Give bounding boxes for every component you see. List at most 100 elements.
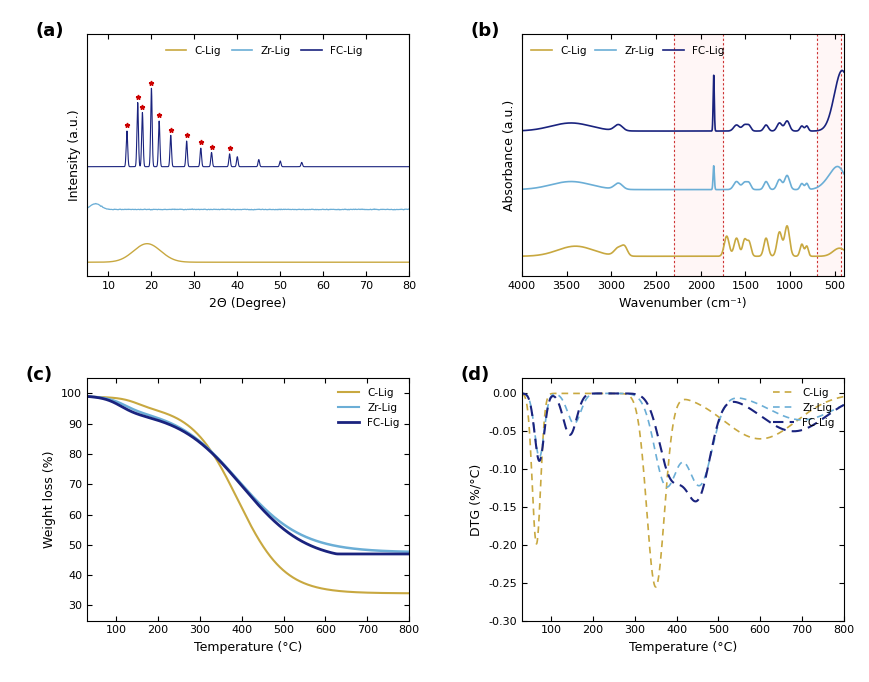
FC-Lig [770,421,780,430]
Text: (a): (a) [36,22,64,40]
FC-Lig [585,122,595,130]
Line: FC-Lig: FC-Lig [87,396,408,554]
Line: C-Lig: C-Lig [521,394,843,587]
Zr-Lig [238,482,249,490]
Zr-Lig [829,405,839,413]
X-axis label: Temperature (°C): Temperature (°C) [628,641,736,654]
FC-Lig [335,550,346,558]
C-Lig [606,249,616,257]
X-axis label: 2Θ (Degree): 2Θ (Degree) [209,297,287,310]
C-Lig [229,490,240,499]
C-Lig [533,527,543,535]
C-Lig [838,246,848,254]
C-Lig [394,589,404,597]
Text: (d): (d) [460,366,489,384]
FC-Lig [82,392,92,400]
C-Lig [664,442,674,450]
Y-axis label: Intensity (a.u.): Intensity (a.u.) [69,110,82,201]
Y-axis label: Weight loss (%): Weight loss (%) [43,451,56,548]
FC-Lig [394,550,404,558]
Zr-Lig [394,548,404,556]
FC-Lig [716,127,726,135]
FC-Lig [98,395,109,403]
FC-Lig [395,550,405,558]
FC-Lig [336,550,347,558]
C-Lig [516,389,527,398]
X-axis label: Wavenumber (cm⁻¹): Wavenumber (cm⁻¹) [619,297,746,310]
Zr-Lig [601,389,612,398]
C-Lig [335,587,346,595]
Bar [816,34,840,276]
Zr-Lig [664,480,674,488]
Line: Zr-Lig: Zr-Lig [87,396,408,552]
Zr-Lig [828,405,839,413]
FC-Lig [689,497,700,505]
FC-Lig [829,406,839,415]
Zr-Lig [838,401,848,409]
Y-axis label: Absorbance (a.u.): Absorbance (a.u.) [502,100,515,211]
C-Lig [781,222,792,230]
C-Lig [82,393,92,401]
Legend: C-Lig, Zr-Lig, FC-Lig: C-Lig, Zr-Lig, FC-Lig [527,42,727,60]
Legend: C-Lig, Zr-Lig, FC-Lig: C-Lig, Zr-Lig, FC-Lig [768,383,838,432]
Zr-Lig [516,185,527,193]
Zr-Lig [838,170,848,178]
Line: FC-Lig: FC-Lig [521,394,843,501]
Zr-Lig [838,170,848,178]
FC-Lig [533,455,543,463]
C-Lig [711,252,721,261]
C-Lig [394,589,404,597]
C-Lig [238,507,249,516]
FC-Lig [838,401,848,409]
C-Lig [585,245,595,253]
FC-Lig [229,474,240,482]
FC-Lig [664,474,674,482]
Line: Zr-Lig: Zr-Lig [521,394,843,487]
C-Lig [838,393,848,401]
FC-Lig [838,68,848,76]
Zr-Lig [82,392,92,400]
C-Lig [650,583,660,591]
Zr-Lig [716,186,726,194]
Line: Zr-Lig: Zr-Lig [521,166,843,190]
C-Lig [98,393,109,401]
FC-Lig [516,127,527,135]
Line: C-Lig: C-Lig [87,397,408,593]
Zr-Lig [707,162,718,170]
FC-Lig [600,389,611,398]
C-Lig [807,252,818,261]
Zr-Lig [585,181,595,189]
C-Lig [403,589,414,597]
Zr-Lig [711,186,721,194]
C-Lig [673,400,683,408]
Legend: C-Lig, Zr-Lig, FC-Lig: C-Lig, Zr-Lig, FC-Lig [161,42,367,60]
C-Lig [770,431,780,439]
Line: C-Lig: C-Lig [521,226,843,256]
Zr-Lig [229,473,240,481]
X-axis label: Temperature (°C): Temperature (°C) [194,641,302,654]
Zr-Lig [394,548,404,556]
FC-Lig [516,389,527,398]
C-Lig [828,395,839,403]
Bar [673,34,722,276]
Line: FC-Lig: FC-Lig [521,70,843,131]
Text: (b): (b) [470,22,499,40]
C-Lig [829,395,839,403]
FC-Lig [807,127,818,135]
FC-Lig [403,550,414,558]
FC-Lig [711,127,721,135]
C-Lig [838,246,848,254]
Zr-Lig [335,543,346,551]
Legend: C-Lig, Zr-Lig, FC-Lig: C-Lig, Zr-Lig, FC-Lig [334,383,403,432]
C-Lig [716,248,726,256]
Zr-Lig [661,483,672,491]
Zr-Lig [807,185,818,193]
FC-Lig [703,127,713,135]
Zr-Lig [673,462,683,470]
Zr-Lig [98,394,109,402]
Zr-Lig [403,548,414,556]
FC-Lig [836,66,846,74]
C-Lig [701,252,712,261]
Zr-Lig [516,389,527,398]
Zr-Lig [606,183,616,191]
